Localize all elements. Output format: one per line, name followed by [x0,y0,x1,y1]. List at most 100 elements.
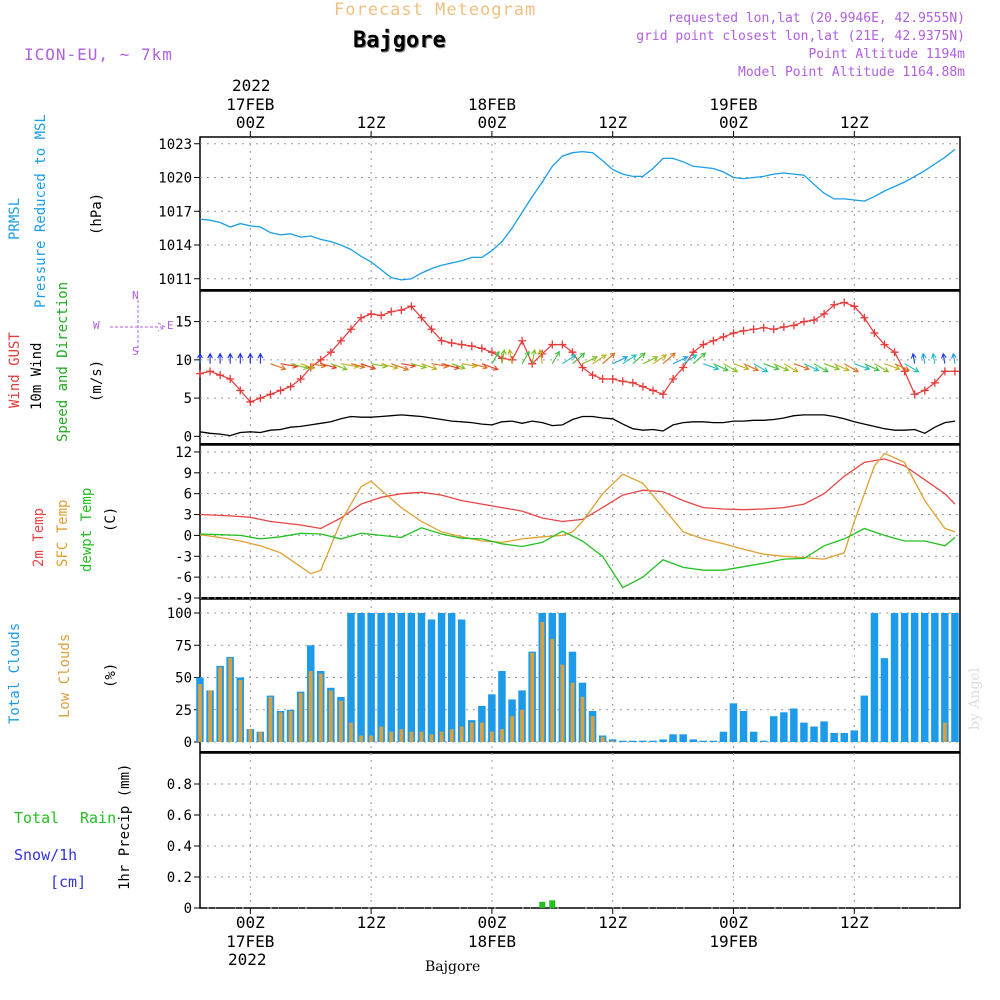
gust-marker [940,367,949,376]
y-tick-label: 0.2 [167,870,192,886]
y-tick-label: 5 [184,391,192,407]
low-cloud-bar [429,734,434,742]
low-cloud-bar [449,729,454,742]
rain-bar [549,900,556,909]
y-tick-label: 1011 [158,272,192,288]
low-cloud-bar [943,722,947,742]
wind-arrow [692,352,707,365]
total-cloud-bar [921,613,929,742]
wind-arrow [237,352,244,364]
gust-marker [910,390,919,399]
gust-marker [477,344,486,353]
dewpt-line [199,527,956,589]
y-tick-label: 25 [175,703,192,719]
snow-label: Snow/1h [14,846,78,864]
low-cloud-bar [490,731,494,742]
low-cloud-bar [469,722,474,742]
y-tick-label: 0 [184,735,192,751]
compass-west: W [93,319,100,332]
wind-arrow [491,350,500,364]
low-cloud-bar [218,667,222,742]
wind-arrow [941,352,947,364]
wind-arrow [290,363,310,371]
total-cloud-bar [457,619,466,742]
wind-arrow [864,363,880,372]
x-tick-label-top: 00Z [477,113,506,132]
snow-unit: [cm] [50,873,87,891]
gust-marker [628,378,637,387]
gust-marker [437,336,446,345]
wind-arrow [320,363,338,370]
total-cloud-bar [417,613,426,742]
total-cloud-bar [447,613,456,742]
wind-arrow [662,352,676,365]
low-cloud-bar [228,658,233,742]
panel-frame [199,136,961,291]
y-tick-label: 1017 [158,204,192,220]
gust-marker [679,363,688,372]
wind-arrow [713,363,729,372]
low-cloud-bar [439,731,444,742]
rain-label: Rain [80,809,117,827]
y-tick-label: 10 [175,353,192,369]
wind-arrow [350,363,366,370]
panel-frame [199,752,961,909]
y-tick-label: 1014 [158,238,192,254]
gust-marker [548,340,557,349]
low-cloud-bar [530,653,535,742]
wind-arrow [451,363,466,370]
gust-marker [890,348,899,357]
y-tick-label: 1020 [158,171,192,187]
x-tick-label-bottom: 12Z [598,913,627,932]
x-tick-label-top: 12Z [840,113,869,132]
wind-arrow [773,363,790,372]
gust-marker [266,390,275,399]
wind-arrow [330,363,348,371]
y-tick-label: 75 [175,638,192,654]
low-cloud-bar [419,731,424,742]
x-tick-label-bottom: 12Z [357,913,386,932]
chart-title: Forecast Meteogram [334,0,537,20]
wind-arrow [930,352,937,364]
wind-arrow [854,363,871,371]
low-cloud-bar [238,680,243,742]
wind-arrow [531,348,537,364]
total-cloud-bar [427,619,436,742]
compass-north: N [132,289,139,302]
wind-arrow [207,352,213,364]
low-cloud-bar [389,731,394,742]
total-cloud-bar [488,694,496,742]
wind-arrow [793,363,810,371]
gust-marker [417,313,426,322]
low-cloud-bar [570,682,575,742]
x-tick-label-top: 00Z [236,113,265,132]
wind-arrow [572,352,586,365]
wind-arrow [843,363,860,373]
low-cloud-bar [268,696,273,742]
wind-arrow [920,352,927,364]
gust-marker [518,336,527,345]
model-label: ICON-EU, ~ 7km [24,45,173,64]
gust-marker [387,307,396,316]
x-date-label-bottom: 19FEB [709,932,757,951]
x-date-label-top: 18FEB [468,95,516,114]
x-date-label-top: 17FEB [226,95,274,114]
wind-arrow [421,363,438,371]
wind-arrow [521,350,530,364]
y-tick-label: 9 [184,466,192,482]
low-cloud-bar [540,622,545,742]
total-cloud-bar [830,733,838,742]
compass-icon [110,300,167,352]
wind-arrow [217,352,223,364]
wind-arrow [763,363,780,371]
location-title: Bajgore [353,28,446,53]
total-cloud-bar [377,613,385,742]
total-cloud-bar [669,734,677,742]
total-cloud-bar [719,731,728,742]
low-cloud-bar [208,690,212,742]
total-cloud-bar [498,671,506,742]
gust-marker [840,298,849,307]
wind-arrow [632,352,646,365]
rain-bar [539,901,546,908]
model-altitude: Model Point Altitude 1164.88m [738,65,965,80]
